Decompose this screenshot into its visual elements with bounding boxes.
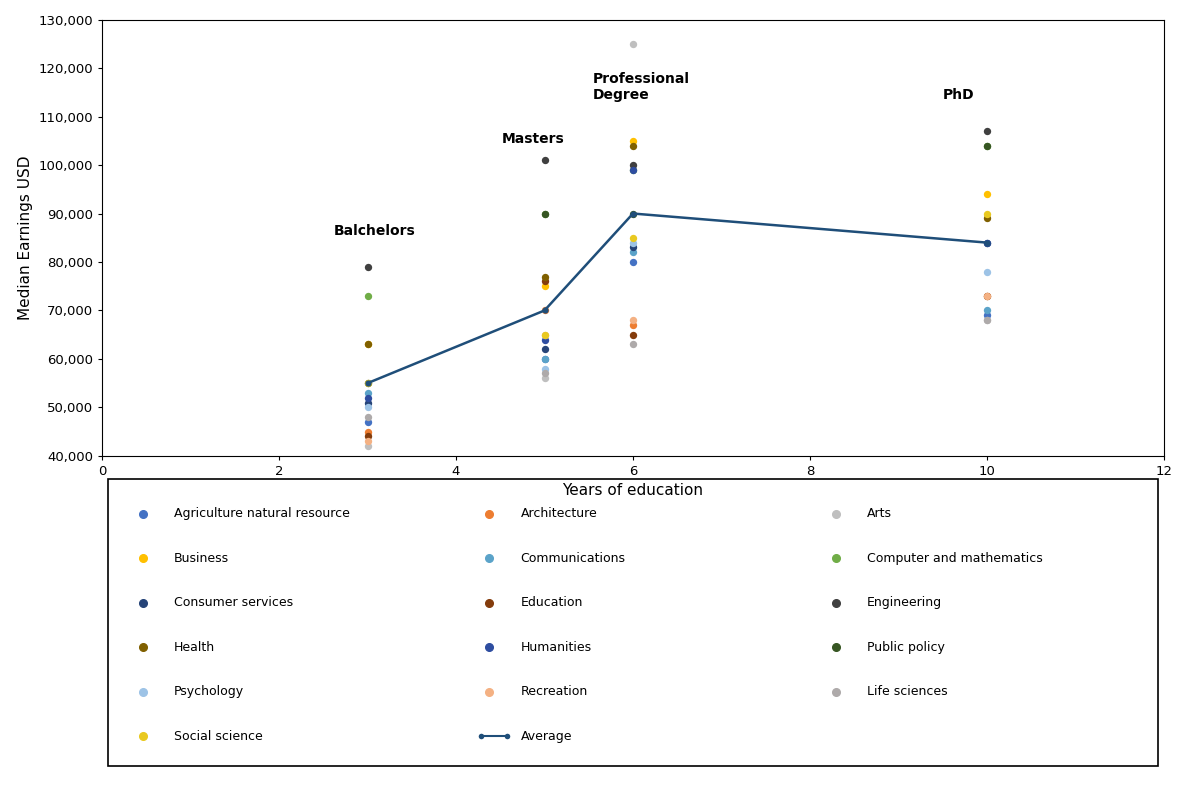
- Point: [977, 188, 996, 200]
- Point: [977, 139, 996, 152]
- Text: Recreation: Recreation: [521, 685, 588, 698]
- Text: Public policy: Public policy: [868, 641, 946, 654]
- Point: [358, 289, 377, 302]
- Point: [358, 376, 377, 389]
- Point: [977, 139, 996, 152]
- Point: [358, 430, 377, 443]
- Text: Communications: Communications: [521, 552, 625, 565]
- Text: PhD: PhD: [943, 88, 974, 102]
- Text: Health: Health: [174, 641, 215, 654]
- Text: Life sciences: Life sciences: [868, 685, 948, 698]
- Point: [535, 353, 554, 365]
- Point: [977, 304, 996, 317]
- Text: Business: Business: [174, 552, 229, 565]
- Point: [535, 343, 554, 355]
- Point: [624, 329, 643, 341]
- Point: [624, 246, 643, 259]
- Text: Consumer services: Consumer services: [174, 597, 293, 609]
- Text: Agriculture natural resource: Agriculture natural resource: [174, 508, 350, 520]
- Point: [358, 416, 377, 428]
- Point: [977, 309, 996, 321]
- Point: [977, 212, 996, 225]
- Point: [535, 208, 554, 220]
- Text: Education: Education: [521, 597, 583, 609]
- Text: Psychology: Psychology: [174, 685, 245, 698]
- Point: [358, 401, 377, 413]
- Y-axis label: Median Earnings USD: Median Earnings USD: [18, 156, 32, 320]
- Point: [624, 134, 643, 147]
- Text: Social science: Social science: [174, 729, 263, 743]
- Point: [535, 333, 554, 346]
- Text: Professional
Degree: Professional Degree: [593, 72, 690, 102]
- Point: [624, 318, 643, 331]
- Point: [977, 266, 996, 278]
- Text: Computer and mathematics: Computer and mathematics: [868, 552, 1043, 565]
- Point: [358, 338, 377, 351]
- Point: [624, 163, 643, 176]
- Point: [535, 280, 554, 292]
- Point: [358, 396, 377, 409]
- X-axis label: Years of education: Years of education: [563, 483, 703, 498]
- Point: [535, 372, 554, 384]
- Point: [358, 376, 377, 389]
- Point: [977, 289, 996, 302]
- Point: [624, 241, 643, 254]
- Point: [977, 237, 996, 249]
- Point: [624, 208, 643, 220]
- Point: [977, 314, 996, 326]
- Text: Architecture: Architecture: [521, 508, 598, 520]
- Point: [624, 338, 643, 351]
- Point: [977, 237, 996, 249]
- Point: [358, 435, 377, 447]
- Point: [977, 289, 996, 302]
- Point: [624, 237, 643, 249]
- Point: [358, 260, 377, 273]
- Point: [624, 139, 643, 152]
- Point: [535, 367, 554, 380]
- Text: Humanities: Humanities: [521, 641, 592, 654]
- Point: [535, 154, 554, 167]
- Point: [977, 208, 996, 220]
- Point: [624, 255, 643, 268]
- Point: [358, 425, 377, 438]
- Point: [624, 163, 643, 176]
- Point: [535, 362, 554, 375]
- Point: [535, 329, 554, 341]
- Point: [535, 208, 554, 220]
- Point: [358, 411, 377, 424]
- Point: [358, 391, 377, 404]
- Point: [624, 38, 643, 50]
- Point: [624, 159, 643, 171]
- Point: [624, 231, 643, 244]
- Point: [535, 270, 554, 283]
- Point: [535, 275, 554, 288]
- Point: [535, 304, 554, 317]
- Text: Average: Average: [521, 729, 572, 743]
- Point: [977, 125, 996, 138]
- Text: Engineering: Engineering: [868, 597, 942, 609]
- Point: [977, 289, 996, 302]
- Point: [358, 387, 377, 399]
- Point: [977, 314, 996, 326]
- Text: Balchelors: Balchelors: [334, 224, 415, 237]
- Point: [358, 440, 377, 453]
- Point: [358, 338, 377, 351]
- Point: [535, 329, 554, 341]
- Point: [535, 353, 554, 365]
- Text: Masters: Masters: [502, 132, 565, 145]
- Point: [624, 314, 643, 326]
- Text: Arts: Arts: [868, 508, 892, 520]
